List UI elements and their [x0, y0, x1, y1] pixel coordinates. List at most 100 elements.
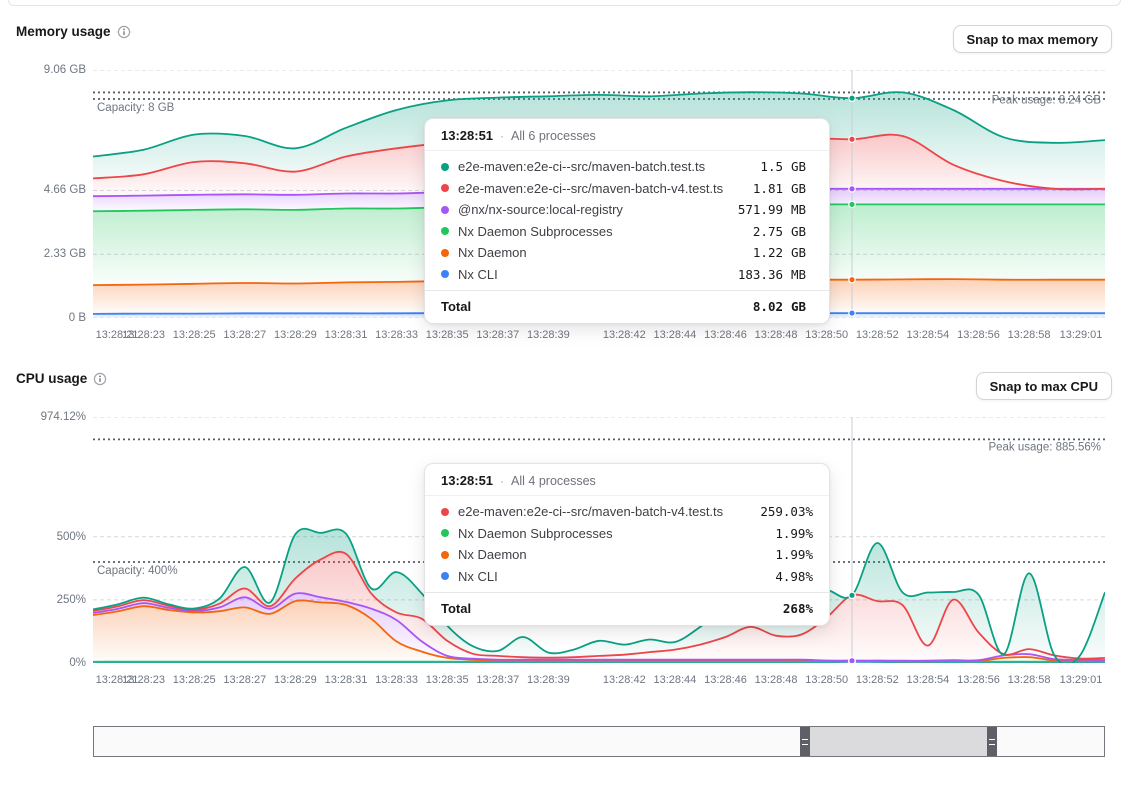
memory-section-title: Memory usage [16, 24, 131, 39]
series-color-dot [441, 572, 449, 581]
series-color-dot [441, 529, 449, 538]
x-tick-label: 13:28:46 [704, 674, 747, 686]
tooltip-row: Nx CLI 4.98% [425, 566, 829, 588]
x-tick-label: 13:28:52 [855, 674, 899, 686]
y-tick-label: 0 B [68, 312, 86, 324]
series-line [92, 91, 1106, 158]
cpu-tooltip-header: 13:28:51 · All 4 processes [425, 464, 829, 496]
tooltip-row: Nx Daemon 1.22 GB [425, 242, 829, 264]
snap-to-max-cpu-button[interactable]: Snap to max CPU [975, 372, 1112, 400]
series-line [92, 550, 1106, 660]
memory-tooltip-rows: e2e-maven:e2e-ci--src/maven-batch.test.t… [425, 151, 829, 287]
capacity-label: Capacity: 400% [97, 565, 178, 577]
cpu-x-axis: 13:28:21 13:28:23 13:28:25 13:28:27 13:28:29… [93, 674, 1105, 688]
drag-grip-icon [989, 738, 995, 745]
cpu-tooltip-total: Total 268 % [425, 592, 829, 625]
memory-usage-heading: Memory usage [16, 24, 111, 39]
x-tick-label: 13:28:46 [704, 329, 747, 341]
x-tick-label: 13:28:21 [95, 674, 139, 686]
tooltip-row: Nx Daemon Subprocesses 1.99% [425, 523, 829, 545]
x-tick-label: 13:28:54 [906, 329, 950, 341]
cpu-y-axis: 974.12% 500% 250% 0% [0, 411, 86, 669]
y-tick-label: 2.33 GB [43, 248, 86, 261]
cpu-usage-heading: CPU usage [16, 371, 88, 386]
tooltip-subtitle: All 6 processes [511, 128, 596, 143]
y-tick-label: 974.12% [40, 411, 86, 423]
tooltip-row: Nx Daemon Subprocesses 2.75 GB [425, 221, 829, 243]
x-tick-label: 13:28:37 [476, 329, 520, 341]
dot-separator: · [500, 128, 505, 143]
cpu-section-title: CPU usage [16, 371, 107, 386]
x-tick-label: 13:28:44 [653, 674, 697, 686]
x-tick-label: 13:28:33 [375, 674, 419, 686]
y-tick-label: 0% [69, 657, 86, 669]
x-tick-label: 13:28:58 [1007, 329, 1051, 341]
x-tick-label: 13:28:42 [602, 329, 646, 341]
x-tick-label: 13:28:33 [375, 329, 419, 341]
memory-y-axis: 9.06 GB 4.66 GB 2.33 GB 0 B [0, 64, 86, 324]
x-tick-label: 13:28:50 [805, 674, 849, 686]
y-tick-label: 4.66 GB [43, 184, 86, 197]
brush-handle-right[interactable] [987, 727, 997, 756]
series-color-dot [441, 205, 449, 214]
x-tick-label: 13:28:39 [526, 329, 570, 341]
x-tick-label: 13:28:21 [95, 329, 139, 341]
x-tick-label: 13:28:29 [273, 329, 317, 341]
crosshair-dot [848, 309, 856, 317]
crosshair-dot [848, 656, 856, 665]
series-color-dot [441, 248, 449, 257]
series-color-dot [441, 162, 449, 171]
x-tick-label: 13:28:25 [172, 674, 216, 686]
x-tick-label: 13:28:56 [957, 674, 1000, 686]
x-tick-label: 13:28:23 [122, 329, 166, 341]
peak-usage-label: Peak usage: 885.56% [988, 441, 1101, 453]
series-area [93, 600, 1105, 662]
cpu-tooltip-rows: e2e-maven:e2e-ci--src/maven-batch-v4.tes… [425, 496, 829, 589]
x-tick-label: 13:28:25 [172, 329, 216, 341]
x-tick-label: 13:28:27 [223, 329, 267, 341]
drag-grip-icon [802, 738, 808, 745]
memory-x-axis: 13:28:21 13:28:23 13:28:25 13:28:27 13:28:29… [93, 329, 1105, 343]
tooltip-row: Nx CLI 183.36 MB [425, 264, 829, 286]
series-area [93, 528, 1105, 665]
x-tick-label: 13:28:31 [324, 329, 368, 341]
tooltip-subtitle: All 4 processes [511, 473, 596, 488]
x-tick-label: 13:28:23 [122, 674, 166, 686]
brush-handle-left[interactable] [800, 727, 810, 756]
crosshair-dot [848, 184, 856, 193]
brush-selection[interactable] [810, 727, 987, 756]
memory-tooltip: 13:28:51 · All 6 processes e2e-maven:e2e… [424, 118, 830, 324]
snap-to-max-memory-button[interactable]: Snap to max memory [952, 25, 1112, 53]
x-tick-label: 13:28:42 [602, 674, 646, 686]
info-icon[interactable] [93, 372, 107, 386]
crosshair-dot [848, 275, 856, 284]
dot-separator: · [500, 473, 505, 488]
cpu-tooltip: 13:28:51 · All 4 processes e2e-maven:e2e… [424, 463, 830, 626]
crosshair-dot [848, 135, 856, 144]
series-line [92, 527, 1106, 666]
series-line [92, 592, 1106, 662]
series-color-dot [441, 550, 449, 559]
memory-tooltip-header: 13:28:51 · All 6 processes [425, 119, 829, 151]
x-tick-label: 13:28:44 [653, 329, 697, 341]
x-tick-label: 13:28:48 [754, 674, 798, 686]
x-tick-label: 13:28:35 [425, 674, 469, 686]
tooltip-row: e2e-maven:e2e-ci--src/maven-batch.test.t… [425, 156, 829, 178]
series-color-dot [441, 270, 449, 279]
crosshair-dot [848, 591, 856, 600]
x-tick-label: 13:28:35 [425, 329, 469, 341]
info-icon[interactable] [117, 25, 131, 39]
series-color-dot [441, 184, 449, 193]
x-tick-label: 13:28:58 [1007, 674, 1051, 686]
timeline-brush-track[interactable] [93, 726, 1105, 757]
previous-panel-bottom-edge [8, 0, 1121, 6]
tooltip-row: e2e-maven:e2e-ci--src/maven-batch-v4.tes… [425, 178, 829, 200]
tooltip-row: @nx/nx-source:local-registry 571.99 MB [425, 199, 829, 221]
x-tick-label: 13:28:48 [754, 329, 798, 341]
memory-tooltip-total: Total 8.02 GB [425, 290, 829, 323]
y-tick-label: 250% [56, 593, 86, 606]
x-tick-label: 13:29:01 [1059, 674, 1103, 686]
tooltip-row: Nx Daemon 1.99% [425, 544, 829, 566]
tooltip-row: e2e-maven:e2e-ci--src/maven-batch-v4.tes… [425, 501, 829, 523]
